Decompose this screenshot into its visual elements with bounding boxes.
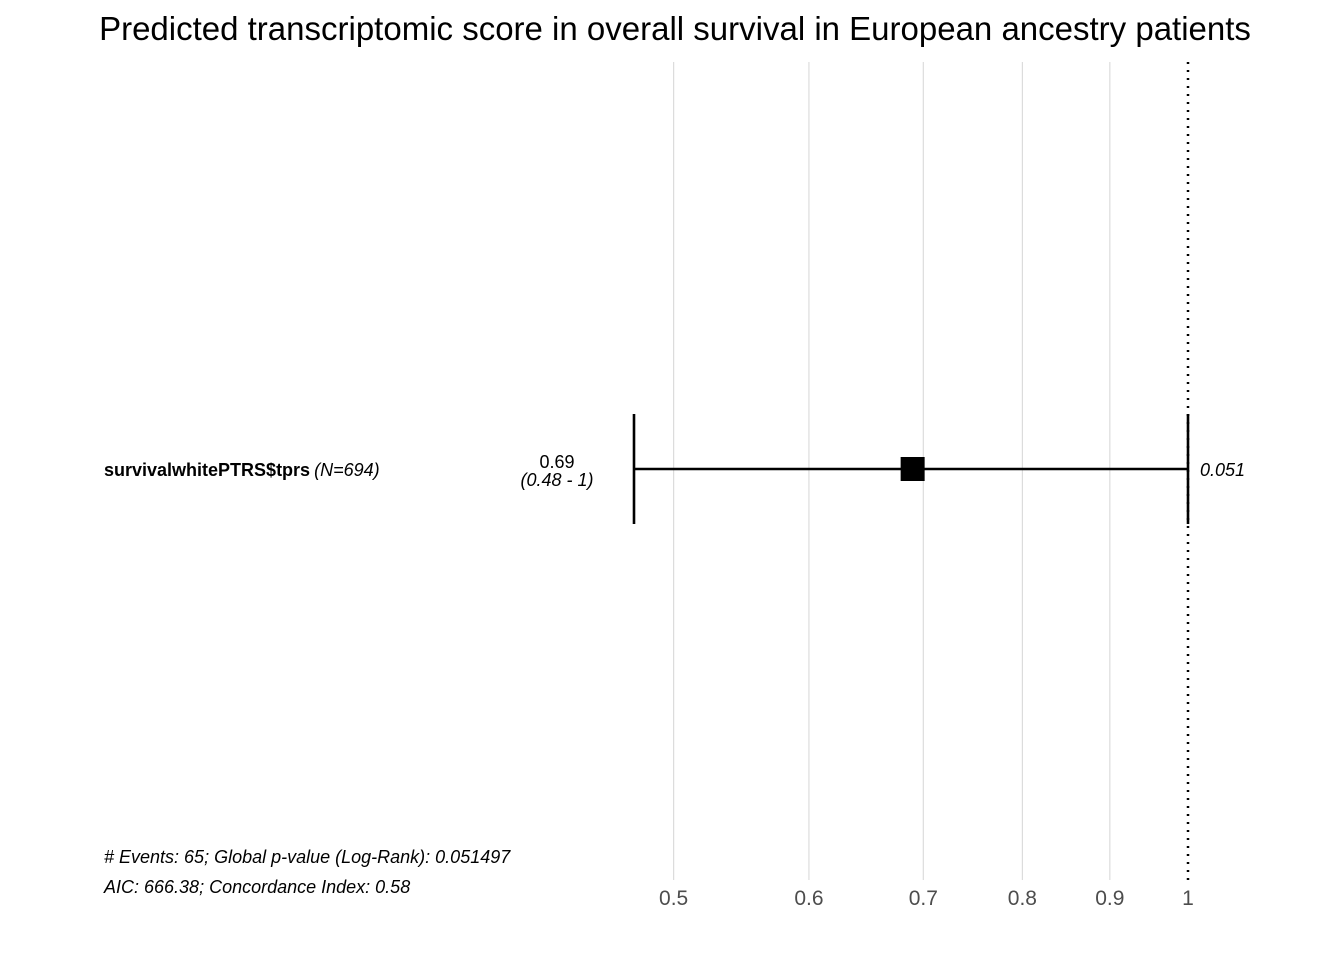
row-variable-name: survivalwhitePTRS$tprs <box>104 460 310 480</box>
footer-events-line: # Events: 65; Global p-value (Log-Rank):… <box>104 847 511 867</box>
forest-row: survivalwhitePTRS$tprs (N=694) 0.69(0.48 -… <box>104 414 1245 524</box>
x-tick-label-0.5: 0.5 <box>659 887 688 910</box>
chart-title: Predicted transcriptomic score in overal… <box>99 10 1251 47</box>
gridlines <box>673 62 1111 880</box>
row-p-value: 0.051 <box>1200 460 1245 480</box>
x-tick-label-1: 1 <box>1182 887 1194 910</box>
row-ci-label: (0.48 - 1) <box>520 470 593 490</box>
row-variable-label: survivalwhitePTRS$tprs (N=694) <box>104 460 380 480</box>
point-estimate-box <box>900 457 925 481</box>
row-n-label: (N=694) <box>314 460 380 480</box>
x-tick-label-0.9: 0.9 <box>1095 887 1124 910</box>
row-estimate-label: 0.69 <box>539 452 574 472</box>
x-tick-label-0.8: 0.8 <box>1008 887 1037 910</box>
x-tick-label-0.6: 0.6 <box>794 887 823 910</box>
forest-rows: survivalwhitePTRS$tprs (N=694) 0.69(0.48 -… <box>104 414 1245 524</box>
x-tick-label-0.7: 0.7 <box>909 887 938 910</box>
footer-aic-line: AIC: 666.38; Concordance Index: 0.58 <box>103 877 410 897</box>
x-axis-ticks: 0.5 0.6 0.7 0.8 0.9 1 <box>659 887 1194 910</box>
